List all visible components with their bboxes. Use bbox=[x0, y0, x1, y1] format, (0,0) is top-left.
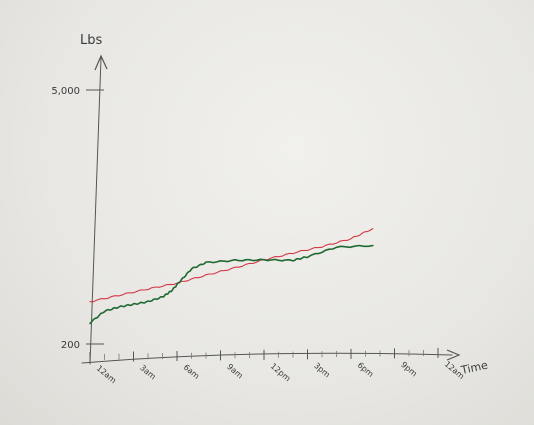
x-tick-label-5: 3pm bbox=[312, 361, 332, 380]
y-axis-line bbox=[89, 57, 102, 365]
y-tick-label-0: 5,000 bbox=[51, 86, 80, 97]
series-layer bbox=[89, 228, 374, 325]
x-tick-label-2: 6am bbox=[182, 363, 202, 381]
labels: Lbs Time bbox=[80, 33, 489, 377]
x-axis-line bbox=[81, 352, 453, 364]
x-tick-label-0: 12am bbox=[95, 364, 118, 386]
x-tick-label-4: 12pm bbox=[269, 362, 293, 384]
y-tick-label-1: 200 bbox=[61, 340, 80, 351]
x-tick-label-3: 9am bbox=[225, 362, 245, 380]
y-axis-arrowhead bbox=[94, 54, 108, 71]
series-line-1 bbox=[89, 244, 374, 325]
x-tick-label-7: 9pm bbox=[399, 360, 419, 379]
x-axis-arrowhead bbox=[446, 349, 461, 361]
y-axis-label: Lbs bbox=[80, 33, 102, 48]
x-tick-label-1: 3am bbox=[138, 363, 158, 381]
x-axis-label: Time bbox=[459, 359, 489, 378]
series-line-0 bbox=[89, 228, 374, 303]
x-tick-label-6: 6pm bbox=[356, 361, 376, 380]
